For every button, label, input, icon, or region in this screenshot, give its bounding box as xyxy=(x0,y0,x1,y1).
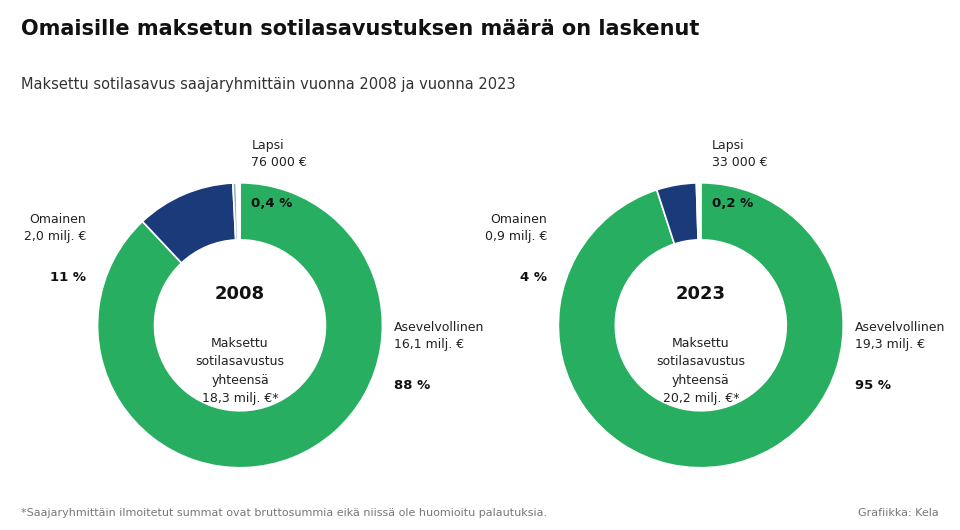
Wedge shape xyxy=(559,183,843,468)
Text: Omainen
2,0 milj. €: Omainen 2,0 milj. € xyxy=(24,213,86,243)
Text: Lapsi
76 000 €: Lapsi 76 000 € xyxy=(252,139,307,169)
Text: 2023: 2023 xyxy=(676,285,726,303)
Wedge shape xyxy=(98,183,382,468)
Text: Maksettu
sotilasavustus
yhteensä
20,2 milj. €*: Maksettu sotilasavustus yhteensä 20,2 mi… xyxy=(657,337,745,405)
Text: 11 %: 11 % xyxy=(50,271,86,284)
Wedge shape xyxy=(698,183,701,240)
Text: 2008: 2008 xyxy=(215,285,265,303)
Text: 88 %: 88 % xyxy=(394,379,430,392)
Text: Maksettu sotilasavus saajaryhmittäin vuonna 2008 ja vuonna 2023: Maksettu sotilasavus saajaryhmittäin vuo… xyxy=(21,77,516,92)
Text: 95 %: 95 % xyxy=(854,379,891,392)
Text: *Saajaryhmittäin ilmoitetut summat ovat bruttosummia eikä niissä ole huomioitu p: *Saajaryhmittäin ilmoitetut summat ovat … xyxy=(21,508,547,518)
Text: 4 %: 4 % xyxy=(520,271,547,284)
Text: Omaisille maksetun sotilasavustuksen määrä on laskenut: Omaisille maksetun sotilasavustuksen mää… xyxy=(21,19,700,39)
Text: 0,2 %: 0,2 % xyxy=(712,197,754,210)
Text: Asevelvollinen
19,3 milj. €: Asevelvollinen 19,3 milj. € xyxy=(854,321,945,351)
Text: Lapsi
33 000 €: Lapsi 33 000 € xyxy=(712,139,768,169)
Text: Asevelvollinen
16,1 milj. €: Asevelvollinen 16,1 milj. € xyxy=(394,321,484,351)
Text: 0,4 %: 0,4 % xyxy=(252,197,293,210)
Wedge shape xyxy=(696,183,699,240)
Text: Omainen
0,9 milj. €: Omainen 0,9 milj. € xyxy=(485,213,547,243)
Wedge shape xyxy=(657,183,698,244)
Text: Maksettu
sotilasavustus
yhteensä
18,3 milj. €*: Maksettu sotilasavustus yhteensä 18,3 mi… xyxy=(196,337,284,405)
Wedge shape xyxy=(142,183,236,263)
Wedge shape xyxy=(233,183,238,240)
Wedge shape xyxy=(236,183,240,240)
Text: Grafiikka: Kela: Grafiikka: Kela xyxy=(858,508,939,518)
